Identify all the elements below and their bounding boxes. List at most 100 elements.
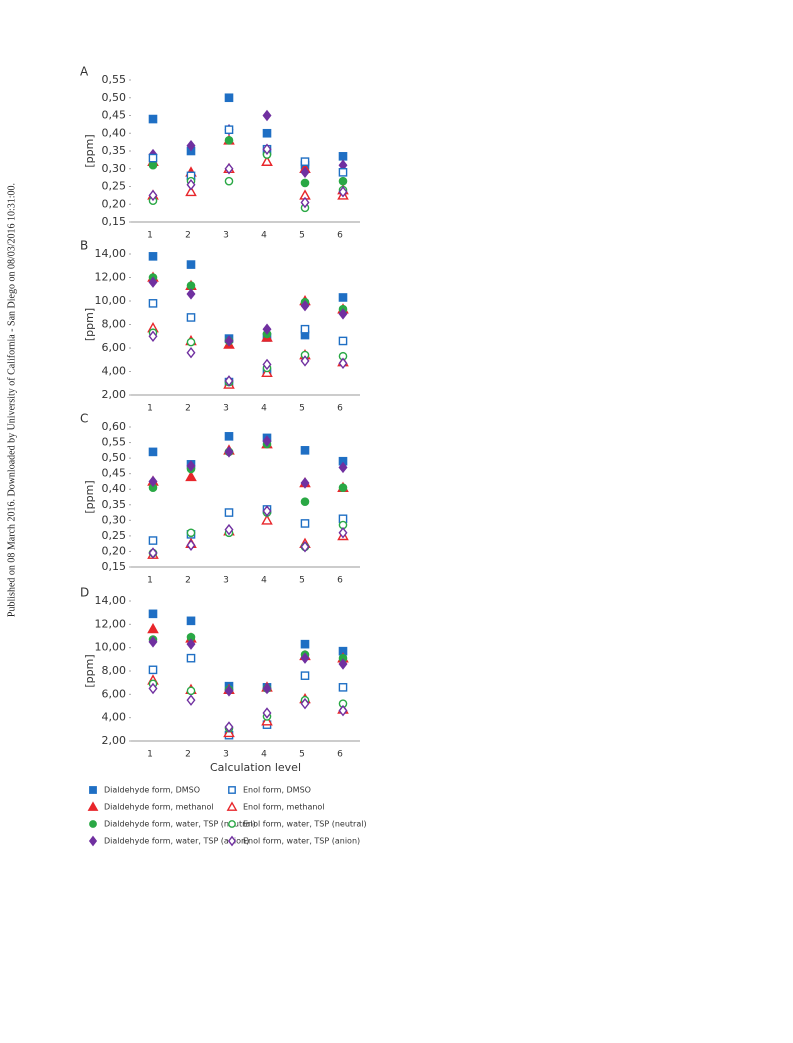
- marker-square: [262, 128, 272, 138]
- x-tick-label: 4: [261, 750, 267, 760]
- marker-square: [224, 125, 234, 134]
- y-tick-label: 0,45: [102, 467, 127, 480]
- y-tick-label: 0,15: [102, 560, 127, 573]
- y-tick-label: 0,35: [102, 498, 127, 511]
- x-tick-label: 2: [185, 576, 191, 586]
- legend-label: Enol form, water, TSP (neutral): [243, 820, 367, 829]
- marker-diamond: [300, 166, 310, 179]
- marker-diamond: [148, 475, 158, 488]
- y-axis-label: [ppm]: [83, 654, 96, 687]
- marker-diamond: [224, 335, 234, 347]
- marker-diamond: [224, 163, 234, 175]
- y-tick-label: 0,60: [102, 420, 127, 433]
- marker-diamond: [148, 189, 158, 202]
- marker-square: [338, 336, 348, 346]
- x-tick-label: 3: [223, 404, 229, 414]
- marker-square: [300, 157, 310, 166]
- marker-square: [228, 786, 236, 794]
- marker-square: [148, 299, 158, 308]
- x-tick-label: 1: [147, 750, 153, 760]
- x-tick-label: 3: [223, 576, 229, 586]
- marker-diamond: [338, 186, 348, 198]
- y-tick-label: 2,00: [102, 388, 127, 401]
- y-tick-label: 12,00: [95, 271, 127, 284]
- marker-triangle: [185, 470, 197, 482]
- y-tick-label: 0,25: [102, 180, 127, 193]
- marker-diamond: [300, 477, 310, 489]
- x-tick-label: 1: [147, 231, 153, 241]
- y-tick-label: 0,30: [102, 513, 127, 526]
- y-tick-label: 14,00: [95, 594, 127, 607]
- y-tick-label: 6,00: [102, 341, 127, 354]
- marker-circle: [224, 136, 234, 145]
- x-tick-label: 2: [185, 231, 191, 241]
- marker-square: [148, 153, 158, 163]
- y-tick-label: 0,20: [102, 197, 127, 210]
- marker-diamond: [338, 704, 348, 717]
- x-tick-label: 6: [337, 750, 343, 760]
- side-note: Published on 08 March 2016. Downloaded b…: [6, 183, 17, 617]
- legend-label: Dialdehyde form, DMSO: [104, 786, 200, 795]
- y-tick-label: 0,35: [102, 144, 127, 157]
- marker-diamond: [262, 682, 272, 695]
- marker-diamond: [338, 527, 348, 539]
- marker-triangle: [261, 155, 273, 166]
- y-tick-label: 2,00: [102, 734, 127, 747]
- panel-label: D: [80, 586, 89, 600]
- y-tick-label: 0,45: [102, 109, 127, 122]
- marker-diamond: [148, 276, 158, 288]
- marker-diamond: [338, 461, 348, 474]
- marker-triangle: [226, 801, 238, 811]
- marker-square: [224, 432, 234, 441]
- marker-diamond: [338, 658, 348, 670]
- x-tick-label: 5: [299, 750, 305, 760]
- marker-circle: [186, 528, 196, 538]
- marker-circle: [224, 176, 234, 186]
- y-tick-label: 0,40: [102, 482, 127, 495]
- legend-label: Enol form, methanol: [243, 803, 325, 812]
- marker-diamond: [186, 460, 196, 472]
- marker-square: [148, 609, 158, 619]
- x-tick-label: 4: [261, 231, 267, 241]
- x-tick-label: 6: [337, 404, 343, 414]
- marker-diamond: [262, 707, 272, 719]
- marker-square: [300, 446, 310, 455]
- marker-square: [338, 152, 348, 161]
- y-tick-label: 0,50: [102, 91, 127, 104]
- marker-triangle: [147, 622, 159, 634]
- marker-diamond: [224, 375, 234, 387]
- y-tick-label: 10,00: [95, 641, 127, 654]
- panel-label: A: [80, 65, 89, 79]
- y-tick-label: 0,20: [102, 544, 127, 557]
- marker-diamond: [148, 636, 158, 648]
- y-tick-label: 8,00: [102, 318, 127, 331]
- marker-circle: [228, 820, 236, 828]
- x-tick-label: 2: [185, 750, 191, 760]
- marker-circle: [300, 178, 310, 188]
- marker-square: [300, 639, 310, 649]
- marker-square: [89, 786, 97, 794]
- marker-diamond: [300, 299, 310, 312]
- marker-triangle: [87, 801, 99, 811]
- x-tick-label: 5: [299, 404, 305, 414]
- y-axis-label: [ppm]: [83, 480, 96, 513]
- marker-diamond: [262, 109, 272, 122]
- marker-diamond: [224, 721, 234, 733]
- marker-diamond: [227, 835, 237, 847]
- marker-diamond: [186, 288, 196, 300]
- panel-label: C: [80, 412, 88, 426]
- x-tick-label: 4: [261, 576, 267, 586]
- marker-diamond: [186, 178, 196, 191]
- marker-diamond: [338, 357, 348, 370]
- marker-diamond: [262, 505, 272, 517]
- marker-diamond: [186, 346, 196, 359]
- y-tick-label: 0,50: [102, 451, 127, 464]
- y-tick-label: 10,00: [95, 294, 127, 307]
- x-tick-label: 1: [147, 404, 153, 414]
- marker-diamond: [262, 358, 272, 371]
- marker-triangle: [185, 185, 197, 197]
- marker-diamond: [300, 652, 310, 664]
- legend-label: Dialdehyde form, water, TSP (neutral): [104, 820, 256, 829]
- marker-square: [224, 93, 234, 103]
